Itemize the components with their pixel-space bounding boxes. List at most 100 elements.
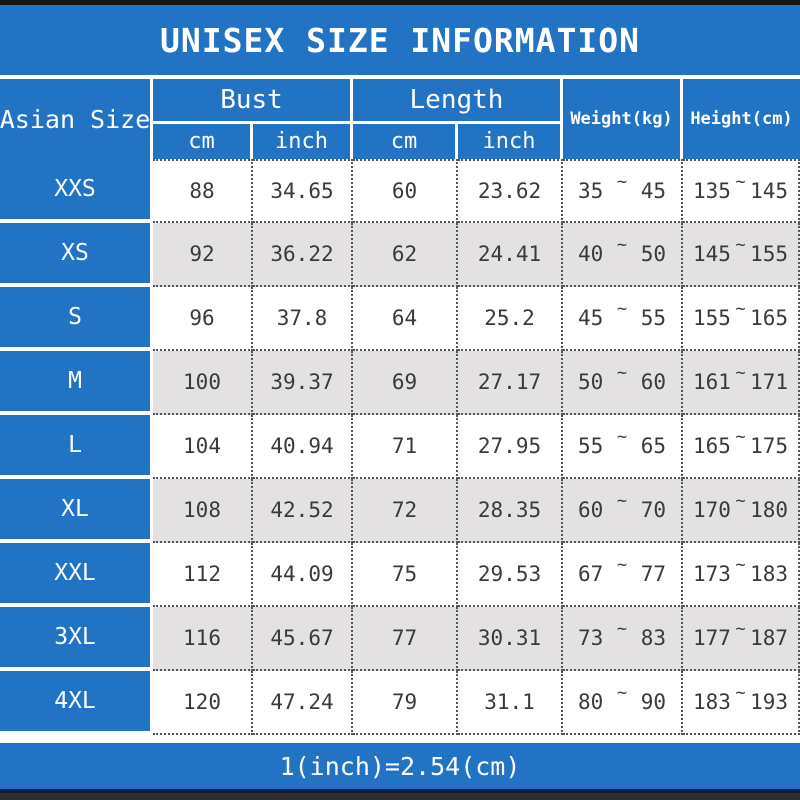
height-max: 183 <box>750 562 788 586</box>
size-label: XXL <box>0 543 153 607</box>
height-min: 135 <box>693 179 731 203</box>
title-banner: UNISEX SIZE INFORMATION <box>0 5 800 75</box>
bust-inch-value: 47.24 <box>253 671 353 735</box>
col-group-length: Length <box>353 79 560 121</box>
weight-min: 40 <box>578 242 604 266</box>
bust-inch-value: 40.94 <box>253 415 353 479</box>
table-row: M 100 39.37 69 27.17 50 ~ 60 161 ~ 171 <box>0 351 800 415</box>
height-max: 175 <box>750 434 788 458</box>
range-tilde: ~ <box>735 427 746 447</box>
weight-max: 55 <box>640 306 666 330</box>
length-cm-value: 75 <box>353 543 458 607</box>
height-range: 161 ~ 171 <box>683 351 800 415</box>
height-min: 155 <box>693 306 731 330</box>
length-inch-value: 23.62 <box>458 159 563 223</box>
range-tilde: ~ <box>616 172 628 192</box>
weight-min: 35 <box>578 179 604 203</box>
weight-min: 60 <box>578 498 604 522</box>
length-inch-value: 28.35 <box>458 479 563 543</box>
height-min: 145 <box>693 242 731 266</box>
weight-max: 83 <box>640 626 666 650</box>
range-tilde: ~ <box>735 235 746 255</box>
table-row: XXL 112 44.09 75 29.53 67 ~ 77 173 ~ 183 <box>0 543 800 607</box>
bust-cm-value: 100 <box>153 351 253 415</box>
bottom-border-bar <box>0 793 800 800</box>
length-inch-value: 29.53 <box>458 543 563 607</box>
table-row: 3XL 116 45.67 77 30.31 73 ~ 83 177 ~ 187 <box>0 607 800 671</box>
weight-max: 77 <box>640 562 666 586</box>
height-range: 177 ~ 187 <box>683 607 800 671</box>
col-header-asian-size: Asian Size <box>0 79 150 159</box>
weight-min: 67 <box>578 562 604 586</box>
weight-range: 73 ~ 83 <box>563 607 683 671</box>
size-label: XL <box>0 479 153 543</box>
bust-cm-value: 120 <box>153 671 253 735</box>
height-range: 165 ~ 175 <box>683 415 800 479</box>
bust-inch-value: 37.8 <box>253 287 353 351</box>
length-inch-value: 27.95 <box>458 415 563 479</box>
length-inch-value: 31.1 <box>458 671 563 735</box>
height-max: 171 <box>750 370 788 394</box>
range-tilde: ~ <box>735 363 746 383</box>
length-cm-value: 77 <box>353 607 458 671</box>
height-min: 170 <box>693 498 731 522</box>
weight-min: 45 <box>578 306 604 330</box>
table-header: Asian Size Bust Length cm inch cm inch W… <box>0 79 800 159</box>
height-max: 187 <box>750 626 788 650</box>
conversion-note: 1(inch)=2.54(cm) <box>279 751 521 781</box>
weight-range: 45 ~ 55 <box>563 287 683 351</box>
range-tilde: ~ <box>735 683 746 703</box>
col-header-length-inch: inch <box>458 124 560 159</box>
height-range: 183 ~ 193 <box>683 671 800 735</box>
size-label: M <box>0 351 153 415</box>
bust-inch-value: 45.67 <box>253 607 353 671</box>
bust-inch-value: 42.52 <box>253 479 353 543</box>
height-min: 165 <box>693 434 731 458</box>
range-tilde: ~ <box>735 491 746 511</box>
length-cm-value: 72 <box>353 479 458 543</box>
bust-cm-value: 116 <box>153 607 253 671</box>
weight-max: 50 <box>640 242 666 266</box>
col-header-bust-inch: inch <box>253 124 350 159</box>
page-title: UNISEX SIZE INFORMATION <box>160 20 640 60</box>
top-border-bar <box>0 0 800 5</box>
size-label: 3XL <box>0 607 153 671</box>
height-max: 180 <box>750 498 788 522</box>
col-header-length-cm: cm <box>353 124 455 159</box>
height-max: 145 <box>750 179 788 203</box>
bust-inch-value: 39.37 <box>253 351 353 415</box>
table-row: XXS 88 34.65 60 23.62 35 ~ 45 135 ~ 145 <box>0 159 800 223</box>
footer-note-bar: 1(inch)=2.54(cm) <box>0 743 800 789</box>
size-label: 4XL <box>0 671 153 735</box>
range-tilde: ~ <box>616 619 628 639</box>
bust-cm-value: 88 <box>153 159 253 223</box>
height-min: 173 <box>693 562 731 586</box>
table-row: XS 92 36.22 62 24.41 40 ~ 50 145 ~ 155 <box>0 223 800 287</box>
height-range: 145 ~ 155 <box>683 223 800 287</box>
table-row: 4XL 120 47.24 79 31.1 80 ~ 90 183 ~ 193 <box>0 671 800 735</box>
bust-cm-value: 104 <box>153 415 253 479</box>
weight-max: 45 <box>640 179 666 203</box>
length-inch-value: 27.17 <box>458 351 563 415</box>
height-min: 183 <box>693 690 731 714</box>
bust-cm-value: 108 <box>153 479 253 543</box>
height-min: 161 <box>693 370 731 394</box>
range-tilde: ~ <box>616 235 628 255</box>
table-row: L 104 40.94 71 27.95 55 ~ 65 165 ~ 175 <box>0 415 800 479</box>
weight-range: 60 ~ 70 <box>563 479 683 543</box>
range-tilde: ~ <box>735 299 746 319</box>
col-header-weight: Weight(kg) <box>563 79 680 159</box>
weight-min: 73 <box>578 626 604 650</box>
col-group-bust: Bust <box>153 79 350 121</box>
weight-range: 80 ~ 90 <box>563 671 683 735</box>
weight-max: 70 <box>640 498 666 522</box>
range-tilde: ~ <box>616 683 628 703</box>
bust-cm-value: 96 <box>153 287 253 351</box>
height-range: 155 ~ 165 <box>683 287 800 351</box>
range-tilde: ~ <box>616 427 628 447</box>
range-tilde: ~ <box>735 555 746 575</box>
weight-range: 67 ~ 77 <box>563 543 683 607</box>
height-max: 155 <box>750 242 788 266</box>
bust-inch-value: 36.22 <box>253 223 353 287</box>
weight-max: 65 <box>640 434 666 458</box>
